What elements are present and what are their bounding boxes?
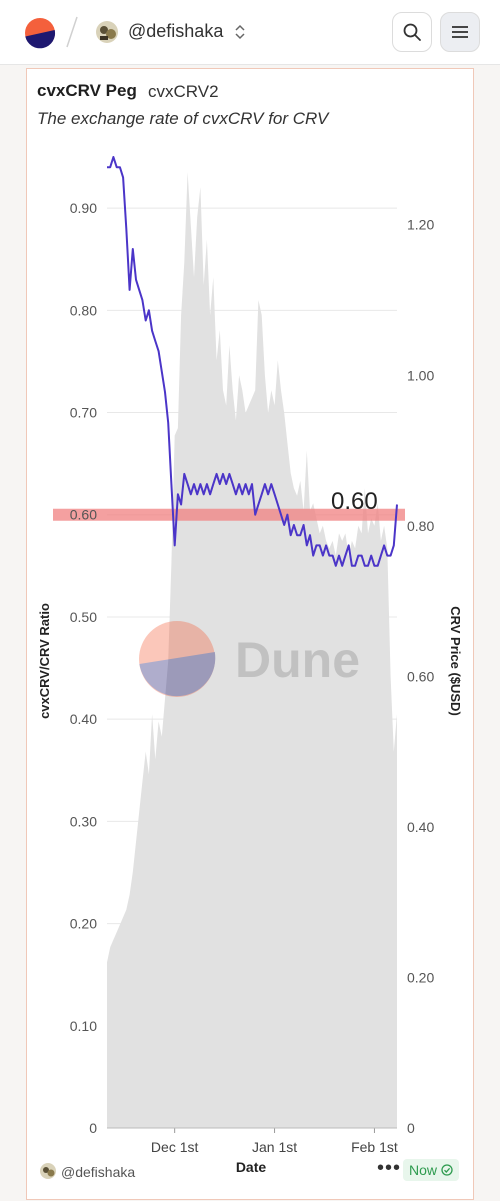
menu-button[interactable] <box>440 12 480 52</box>
status-label: Now <box>409 1162 438 1178</box>
check-circle-icon <box>441 1164 453 1176</box>
x-axis-title: Date <box>236 1159 267 1175</box>
y-left-tick-label: 0.10 <box>70 1018 97 1034</box>
peg-annotation: 0.60 <box>331 488 378 515</box>
cvxcrv-ratio-line <box>107 156 398 567</box>
x-tick-label: Jan 1st <box>252 1139 297 1155</box>
y-left-tick-label: 0.80 <box>70 302 97 318</box>
y-right-tick-label: 0.80 <box>407 518 434 534</box>
y-right-tick-label: 0.60 <box>407 668 434 684</box>
x-tick-label: Dec 1st <box>151 1139 199 1155</box>
breadcrumb-separator <box>66 16 78 48</box>
top-navigation-bar: @defishaka <box>0 0 500 65</box>
peg-band <box>53 508 405 521</box>
chart-title: cvxCRV Peg <box>37 81 137 100</box>
y-right-tick-label: 0.20 <box>407 969 434 985</box>
dune-watermark: Dune <box>139 621 360 697</box>
search-icon <box>403 23 421 41</box>
dune-logo-icon[interactable] <box>24 17 56 49</box>
chevron-updown-icon[interactable] <box>233 23 247 41</box>
search-button[interactable] <box>392 12 432 52</box>
y-right-tick-label: 0.40 <box>407 819 434 835</box>
y-right-tick-label: 1.20 <box>407 217 434 233</box>
more-options-button[interactable]: ••• <box>377 1157 402 1179</box>
y-left-tick-label: 0.50 <box>70 609 97 625</box>
chart-description: The exchange rate of cvxCRV for CRV <box>37 109 329 128</box>
y-right-axis-title: CRV Price ($USD) <box>448 606 463 716</box>
y-left-tick-label: 0 <box>89 1120 97 1136</box>
y-left-tick-label: 0.90 <box>70 200 97 216</box>
username-link[interactable]: @defishaka <box>128 21 224 41</box>
menu-icon <box>452 26 468 38</box>
refresh-status-badge[interactable]: Now <box>403 1159 460 1181</box>
visualization-card: cvxCRV Peg cvxCRV2 The exchange rate of … <box>26 68 474 1200</box>
x-tick-label: Feb 1st <box>351 1139 398 1155</box>
footer-author-link[interactable]: @defishaka <box>61 1164 136 1180</box>
y-left-tick-label: 0.40 <box>70 711 97 727</box>
y-right-tick-label: 0 <box>407 1120 415 1136</box>
watermark-text: Dune <box>235 632 360 688</box>
y-left-tick-label: 0.70 <box>70 405 97 421</box>
visualization-tab[interactable]: cvxCRV2 <box>148 82 219 101</box>
crv-price-area <box>107 172 397 1129</box>
y-left-tick-label: 0.60 <box>70 507 97 523</box>
cvxcrv-peg-chart: Dune 0 0.10 0.20 0.30 0.40 0.50 0.60 0.70 0.80 0.… <box>37 156 463 1175</box>
y-right-tick-label: 1.00 <box>407 367 434 383</box>
y-left-axis-title: cvxCRV/CRV Ratio <box>37 603 52 719</box>
y-left-tick-label: 0.20 <box>70 916 97 932</box>
footer-avatar-icon[interactable] <box>40 1163 56 1179</box>
y-left-tick-label: 0.30 <box>70 813 97 829</box>
user-avatar-icon[interactable] <box>96 21 118 43</box>
